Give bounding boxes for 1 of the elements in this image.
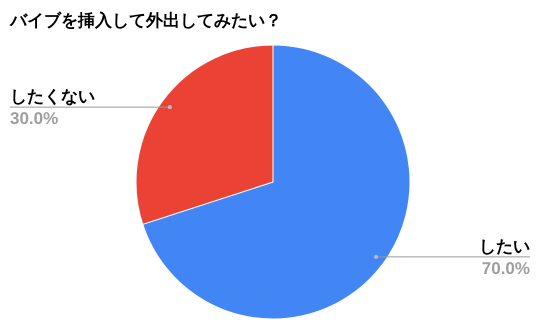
- title: バイブを挿入して外出してみたい？: [10, 11, 282, 30]
